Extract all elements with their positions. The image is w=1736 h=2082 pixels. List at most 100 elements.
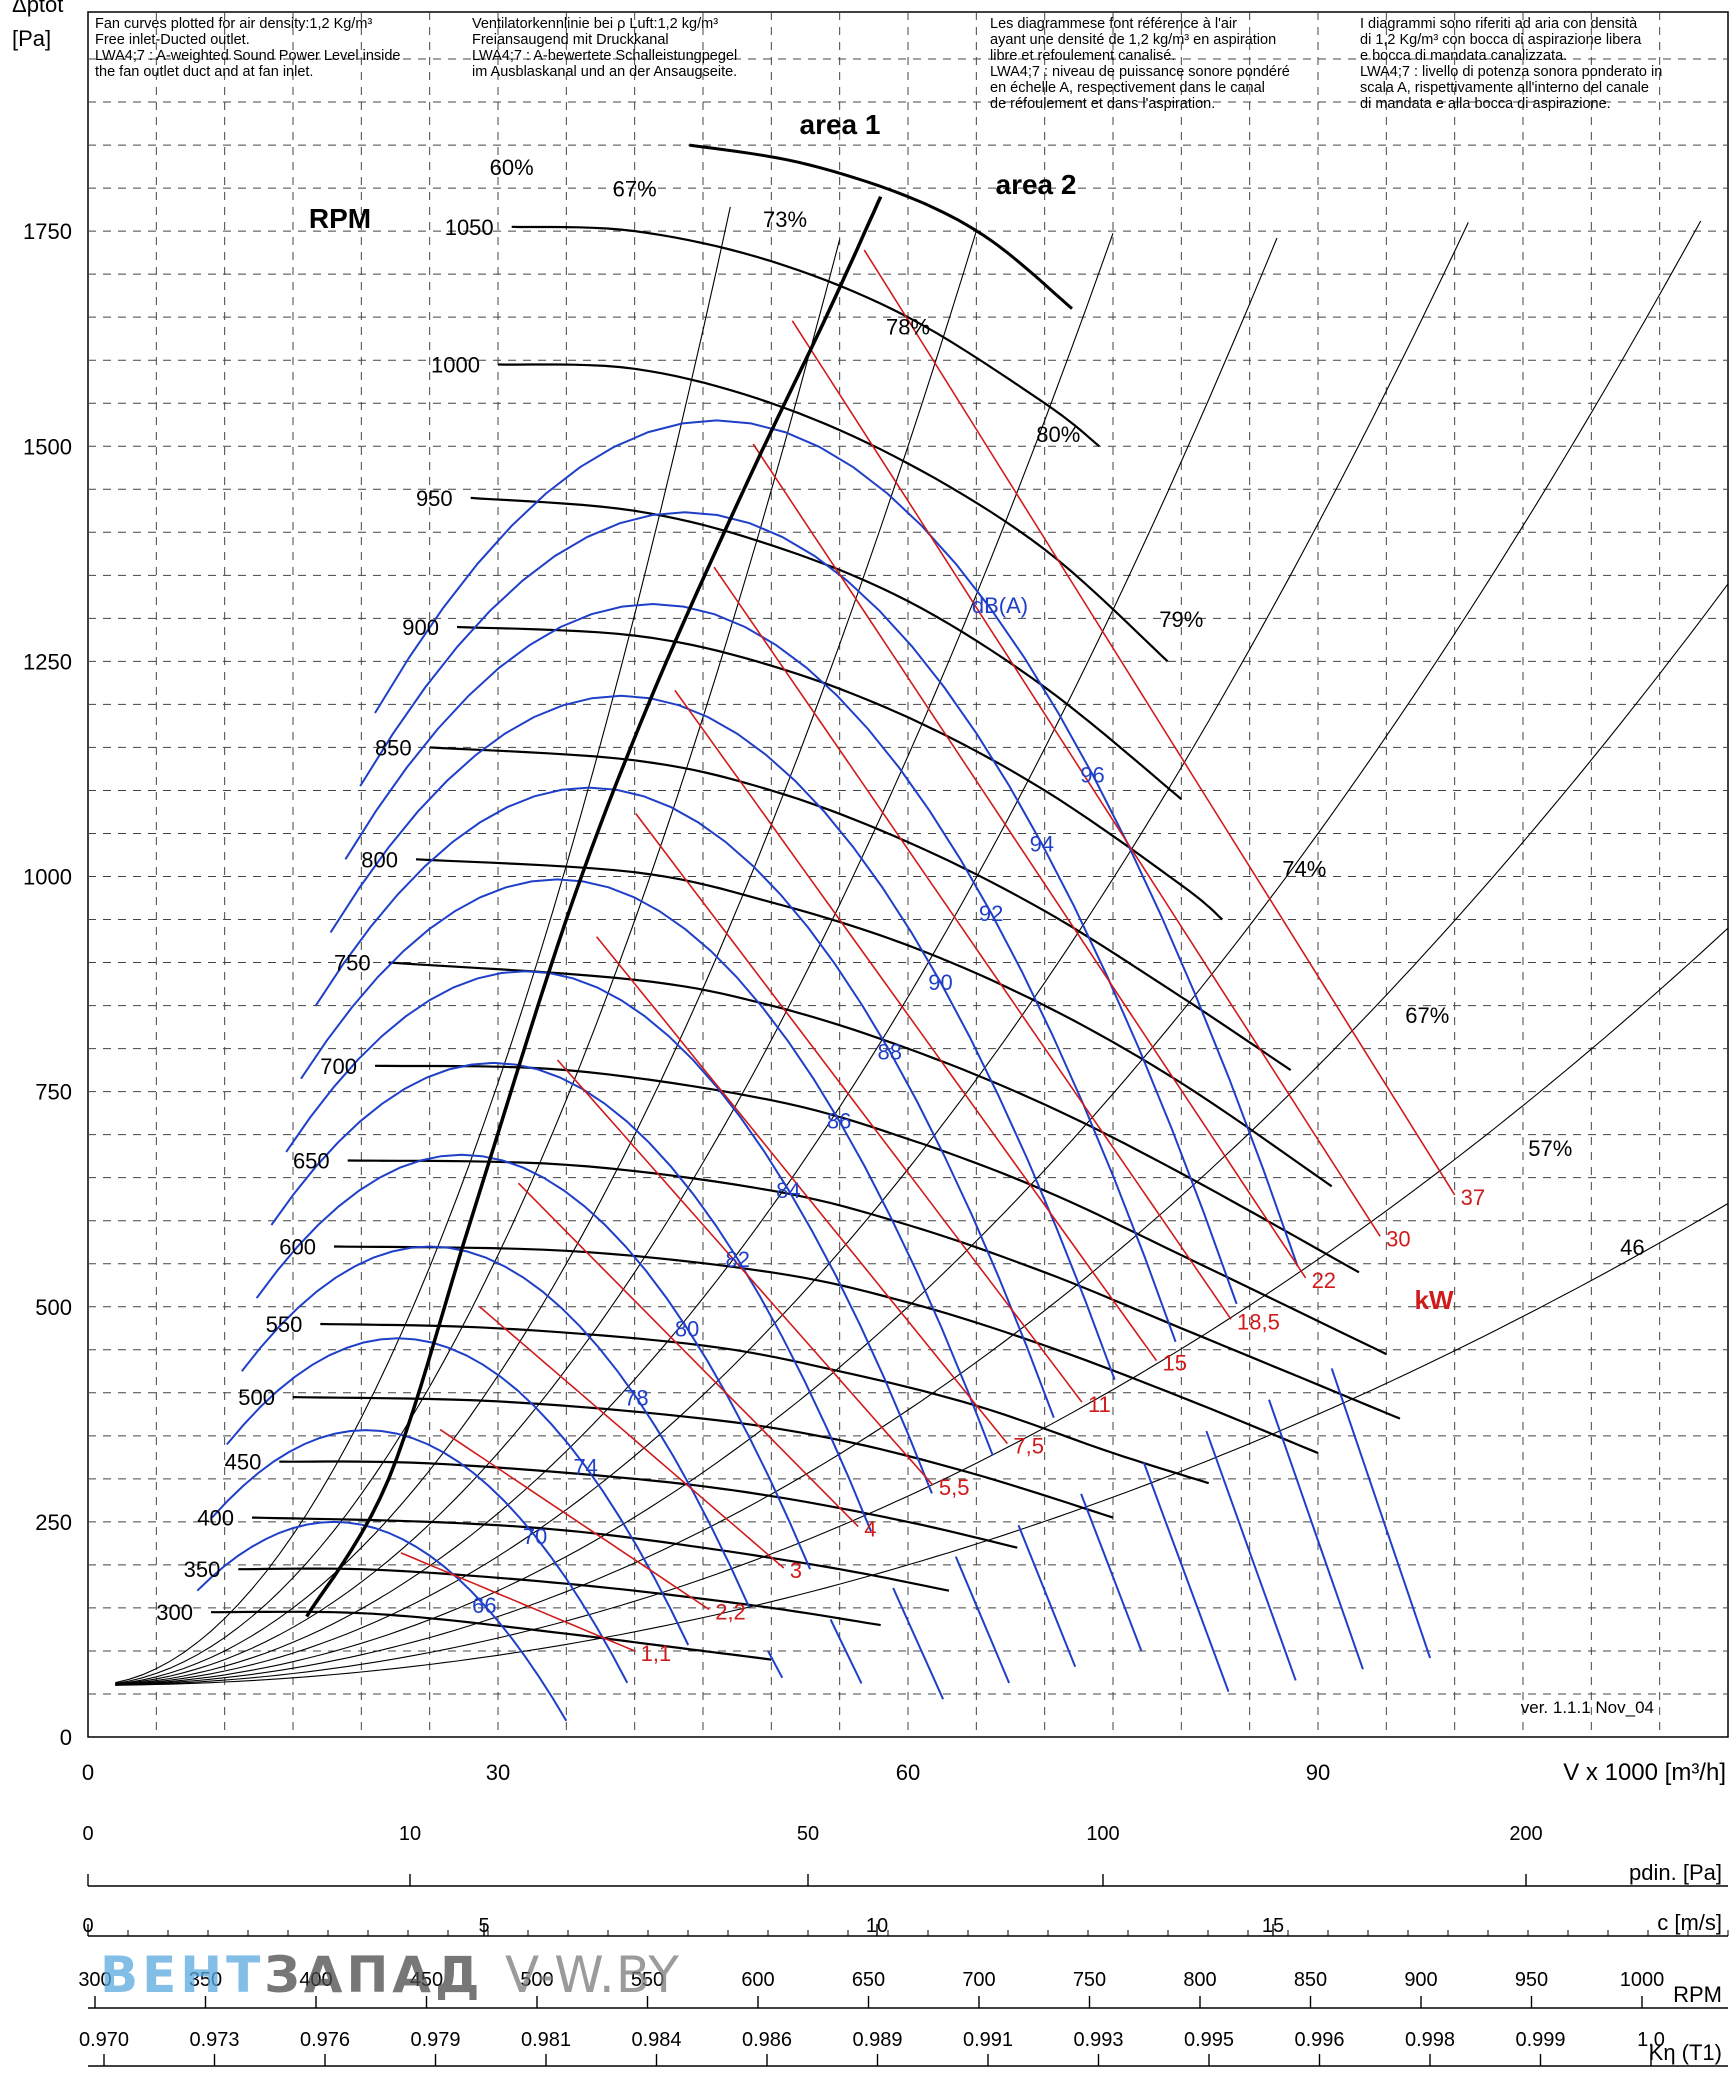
keta-scale-tick-label: 0.996 <box>1294 2029 1344 2051</box>
db-label-80: 80 <box>675 1316 699 1341</box>
note-french: Les diagrammese font référence à l'air a… <box>990 16 1290 112</box>
efficiency-label: 79% <box>1159 607 1203 632</box>
db-curve-66 <box>196 1520 568 1722</box>
rpm-label-700: 700 <box>320 1054 357 1079</box>
rpm-scale-tick-label: 1000 <box>1620 1969 1665 1991</box>
keta-scale-tick-label: 0.989 <box>852 2029 902 2051</box>
kw-label-4: 4 <box>864 1517 876 1542</box>
efficiency-label: 67% <box>1405 1003 1449 1028</box>
note-english: Fan curves plotted for air density:1,2 K… <box>95 16 401 80</box>
rpm-label-300: 300 <box>156 1600 193 1625</box>
db-curve-branch-82 <box>892 1587 945 1700</box>
db-curve-78 <box>241 1245 751 1608</box>
db-label-90: 90 <box>928 970 952 995</box>
rpm-label-800: 800 <box>361 847 398 872</box>
rpm-scale-tick-label: 450 <box>410 1969 443 1991</box>
efficiency-label: 78% <box>886 314 930 339</box>
version-label: ver. 1.1.1 Nov_04 <box>1521 1698 1654 1717</box>
kw-label-15: 15 <box>1162 1351 1186 1376</box>
keta-scale-tick-label: 0.998 <box>1405 2029 1455 2051</box>
system-curve <box>115 220 1702 1686</box>
db-curve-branch-92 <box>1205 1430 1297 1681</box>
axis-ticks: 0 250 500 750 1000 1250 1500 1750 0 30 60 90 Δptot [P… <box>12 0 1726 1786</box>
note-italian: I diagrammi sono riferiti ad aria con de… <box>1360 16 1663 112</box>
kw-curve-15 <box>674 689 1158 1362</box>
kw-curve-4 <box>517 1182 859 1528</box>
c-scale-tick-label: 0 <box>82 1915 93 1937</box>
rpm-label-1050: 1050 <box>445 215 494 240</box>
rpm-scale-tick-label: 750 <box>1073 1969 1106 1991</box>
y-tick-label: 500 <box>35 1295 72 1320</box>
system-curve <box>115 239 841 1685</box>
c-scale-tick-label: 5 <box>478 1915 489 1937</box>
db-curve-88 <box>314 786 1055 1418</box>
keta-scale-tick-label: 0.979 <box>410 2029 460 2051</box>
rpm-curve-950 <box>470 496 1183 800</box>
pdin-scale-label: pdin. [Pa] <box>1629 1860 1722 1885</box>
keta-scale-tick-label: 0.991 <box>963 2029 1013 2051</box>
rpm-curve-550 <box>320 1322 1210 1485</box>
rpm-curve-1000 <box>497 363 1169 663</box>
c-scale-label: c [m/s] <box>1657 1910 1722 1935</box>
system-curve <box>115 206 731 1684</box>
db-label-86: 86 <box>827 1109 851 1134</box>
rpm-curve-900 <box>456 625 1224 921</box>
y-tick-label: 1750 <box>23 219 72 244</box>
watermark: ВЕНТЗАПАД V-W.BY <box>100 1946 680 2004</box>
system-curve <box>115 1203 1729 1686</box>
db-label-82: 82 <box>725 1247 749 1272</box>
keta-scale-tick-label: 0.999 <box>1515 2029 1565 2051</box>
y-axis-unit: [Pa] <box>12 26 51 51</box>
kw-label-3: 3 <box>790 1558 802 1583</box>
system-curve <box>115 230 977 1685</box>
db-curve-branch-86 <box>1017 1524 1077 1668</box>
note-german: Ventilatorkennlinie bei ρ Luft:1,2 kg/m³… <box>472 16 738 80</box>
db-label-84: 84 <box>776 1178 800 1203</box>
efficiency-label: 57% <box>1528 1136 1572 1161</box>
db-curve-branch-90 <box>1142 1462 1230 1692</box>
y-tick-label: 1250 <box>23 649 72 674</box>
kw-label-30: 30 <box>1386 1226 1410 1251</box>
x-tick-label: 30 <box>486 1760 510 1785</box>
rpm-scale-tick-label: 650 <box>852 1969 885 1991</box>
x-axis-label: V x 1000 [m³/h] <box>1563 1759 1726 1786</box>
watermark-part3: V-W.BY <box>504 1946 680 2004</box>
db-curve-74 <box>226 1337 690 1646</box>
kw-curve-2,2 <box>439 1428 710 1611</box>
x-tick-label: 60 <box>896 1760 920 1785</box>
y-tick-label: 750 <box>35 1080 72 1105</box>
db-curve-branch-80 <box>829 1618 863 1684</box>
rpm-curve-600 <box>333 1245 1319 1455</box>
keta-scale-tick-label: 1.0 <box>1637 2029 1665 2051</box>
kw-label-22: 22 <box>1312 1268 1336 1293</box>
kw-curve-1,1 <box>400 1552 636 1652</box>
kw-heading: kW <box>1415 1285 1454 1315</box>
db-curve-84 <box>285 970 933 1494</box>
kw-label-11: 11 <box>1088 1392 1111 1417</box>
area-boundary <box>305 195 883 1618</box>
system-curve <box>115 233 1114 1685</box>
db-curve-branch-94 <box>1268 1399 1364 1670</box>
db-label-94: 94 <box>1030 832 1054 857</box>
pdin-scale-tick-label: 200 <box>1509 1823 1542 1845</box>
db-label-88: 88 <box>878 1039 902 1064</box>
rpm-scale-label: RPM <box>1673 1982 1722 2007</box>
keta-scale-tick-label: 0.986 <box>742 2029 792 2051</box>
rpm-label-850: 850 <box>375 735 412 760</box>
db-curve-70 <box>211 1429 629 1684</box>
rpm-scale-tick-label: 400 <box>299 1969 332 1991</box>
rpm-label-900: 900 <box>402 615 439 640</box>
c-scale-tick-label: 10 <box>866 1915 888 1937</box>
chart-grid <box>87 11 1729 1738</box>
keta-scale-tick-label: 0.976 <box>300 2029 350 2051</box>
efficiency-label: 80% <box>1036 422 1080 447</box>
efficiency-label: 73% <box>763 207 807 232</box>
rpm-scale-tick-label: 900 <box>1404 1969 1437 1991</box>
db-label-96: 96 <box>1080 762 1104 787</box>
db-curve-branch-84 <box>954 1556 1011 1684</box>
pdin-scale-tick-label: 0 <box>82 1823 93 1845</box>
rpm-scale-tick-label: 800 <box>1183 1969 1216 1991</box>
rpm-curve-500 <box>292 1396 1114 1519</box>
rpm-scale-tick-label: 950 <box>1515 1969 1548 1991</box>
kw-curve-7,5 <box>595 936 1009 1445</box>
